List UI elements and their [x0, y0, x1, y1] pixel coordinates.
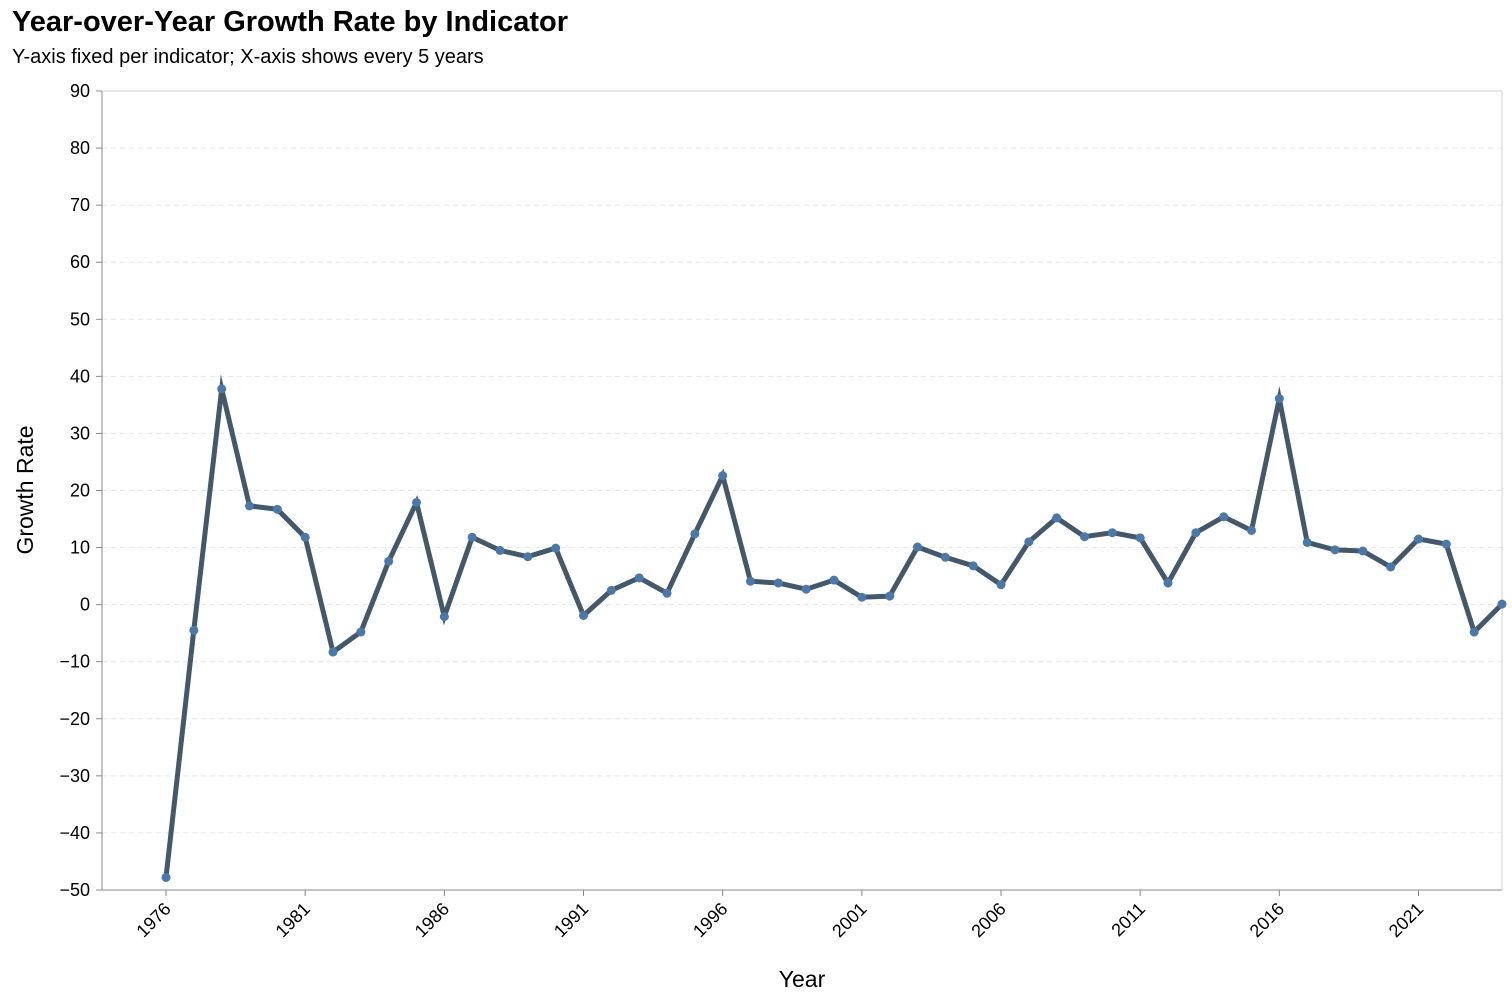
- y-tick-label: −50: [59, 880, 90, 900]
- data-point: [1163, 578, 1173, 588]
- data-point: [1107, 528, 1117, 538]
- data-point: [189, 625, 199, 635]
- data-point: [1386, 562, 1396, 572]
- data-point: [1302, 537, 1312, 547]
- data-point: [328, 647, 338, 657]
- x-tick-label: 1996: [689, 899, 731, 941]
- data-point: [523, 552, 533, 562]
- data-point: [662, 588, 672, 598]
- data-point: [885, 591, 895, 601]
- y-tick-label: 0: [80, 595, 90, 615]
- data-point: [1330, 545, 1340, 555]
- data-point: [829, 575, 839, 585]
- data-point: [1441, 539, 1451, 549]
- y-tick-label: −30: [59, 766, 90, 786]
- x-tick-label: 2021: [1385, 899, 1427, 941]
- data-point: [1191, 528, 1201, 538]
- data-point: [300, 532, 310, 542]
- y-tick-label: 30: [70, 423, 90, 443]
- y-tick-label: 20: [70, 481, 90, 501]
- data-point: [1247, 525, 1257, 535]
- grid-lines: [102, 90, 1502, 891]
- data-point: [272, 504, 282, 514]
- data-point: [1080, 532, 1090, 542]
- y-axis-title: Growth Rate: [12, 425, 38, 554]
- data-point: [161, 872, 171, 882]
- data-point: [1024, 537, 1034, 547]
- data-point: [217, 384, 227, 394]
- data-point: [579, 610, 589, 620]
- y-tick-label: 80: [70, 138, 90, 158]
- data-point: [746, 576, 756, 586]
- x-axis-title: Year: [779, 966, 826, 992]
- x-tick-label: 2006: [967, 899, 1009, 941]
- data-point: [245, 501, 255, 511]
- data-point: [1219, 512, 1229, 522]
- data-point: [773, 578, 783, 588]
- data-point: [1497, 599, 1507, 609]
- y-tick-label: 60: [70, 252, 90, 272]
- data-point: [551, 543, 561, 553]
- data-point: [1274, 394, 1284, 404]
- y-tick-label: 10: [70, 538, 90, 558]
- series-growth-rate: [161, 374, 1507, 882]
- data-point: [412, 497, 422, 507]
- data-point: [439, 612, 449, 622]
- x-tick-label: 2016: [1246, 899, 1288, 941]
- chart-subtitle: Y-axis fixed per indicator; X-axis shows…: [12, 46, 484, 68]
- data-point: [1135, 533, 1145, 543]
- y-tick-label: 40: [70, 366, 90, 386]
- data-point: [857, 592, 867, 602]
- data-point: [467, 532, 477, 542]
- data-point: [1052, 513, 1062, 523]
- data-point: [1414, 534, 1424, 544]
- x-tick-label: 2001: [828, 899, 870, 941]
- y-tick-label: 70: [70, 195, 90, 215]
- data-point: [356, 627, 366, 637]
- data-point: [495, 545, 505, 555]
- y-tick-label: −40: [59, 823, 90, 843]
- x-tick-label: 2011: [1107, 899, 1149, 941]
- y-tick-label: −10: [59, 652, 90, 672]
- data-point: [718, 471, 728, 481]
- data-point: [996, 580, 1006, 590]
- y-tick-label: −20: [59, 709, 90, 729]
- x-tick-label: 1991: [550, 899, 592, 941]
- y-tick-label: 90: [70, 81, 90, 101]
- data-point: [913, 542, 923, 552]
- data-point: [606, 585, 616, 595]
- data-point: [940, 552, 950, 562]
- data-point: [384, 556, 394, 566]
- x-tick-label: 1981: [272, 899, 314, 941]
- y-tick-label: 50: [70, 309, 90, 329]
- chart-title: Year-over-Year Growth Rate by Indicator: [12, 6, 569, 38]
- data-point: [968, 561, 978, 571]
- data-point: [634, 573, 644, 583]
- data-point: [690, 529, 700, 539]
- data-point: [801, 584, 811, 594]
- x-tick-label: 1976: [132, 899, 174, 941]
- x-tick-label: 1986: [411, 899, 453, 941]
- data-point: [1358, 546, 1368, 556]
- data-point: [1469, 627, 1479, 637]
- series-line: [163, 374, 1505, 880]
